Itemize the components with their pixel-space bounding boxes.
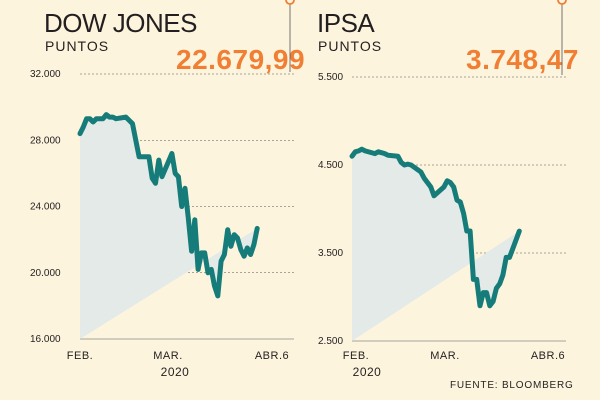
dow-ytick-label: 20.000: [30, 268, 61, 279]
ipsa-ytick-label: 2.500: [318, 336, 343, 347]
ipsa-ytick-label: 3.500: [318, 248, 343, 259]
ipsa-xtick-label: FEB.: [343, 350, 369, 362]
ipsa-title: IPSA: [317, 8, 375, 38]
dow-last-value: 22.679,99: [176, 44, 306, 75]
ipsa-year-label: 2020: [353, 365, 382, 379]
ipsa-last-value: 3.748,47: [466, 44, 579, 75]
source-note: FUENTE: BLOOMBERG: [450, 380, 574, 391]
dow-subtitle: PUNTOS: [45, 38, 110, 54]
dow-ytick-label: 28.000: [30, 135, 61, 146]
ipsa-series-line: [349, 146, 522, 309]
ipsa-area: [352, 149, 520, 341]
dow-ytick-label: 16.000: [30, 334, 61, 345]
ipsa-ytick-label: 4.500: [318, 160, 343, 171]
ipsa-subtitle: PUNTOS: [318, 38, 383, 54]
ipsa-last-point: [557, 0, 567, 5]
dow-series-line: [77, 112, 260, 299]
dow-xtick-label: MAR.: [153, 350, 183, 362]
ipsa-xtick-label: MAR.: [430, 350, 460, 362]
dow-ytick-label: 24.000: [30, 202, 61, 213]
ipsa-ytick-label: 5.500: [318, 72, 343, 83]
dow-title: DOW JONES: [44, 8, 197, 38]
dow-chart: 32.000 28.000 24.000 20.000 16.000 FEB. MAR. AB…: [30, 0, 295, 379]
ipsa-xtick-label: ABR.6: [531, 350, 565, 362]
dow-ytick-label: 32.000: [30, 69, 61, 80]
dow-last-point: [285, 0, 295, 5]
dow-xtick-label: FEB.: [67, 350, 93, 362]
dow-area: [80, 114, 258, 339]
dow-year-label: 2020: [161, 365, 190, 379]
dow-xtick-label: ABR.6: [255, 350, 289, 362]
